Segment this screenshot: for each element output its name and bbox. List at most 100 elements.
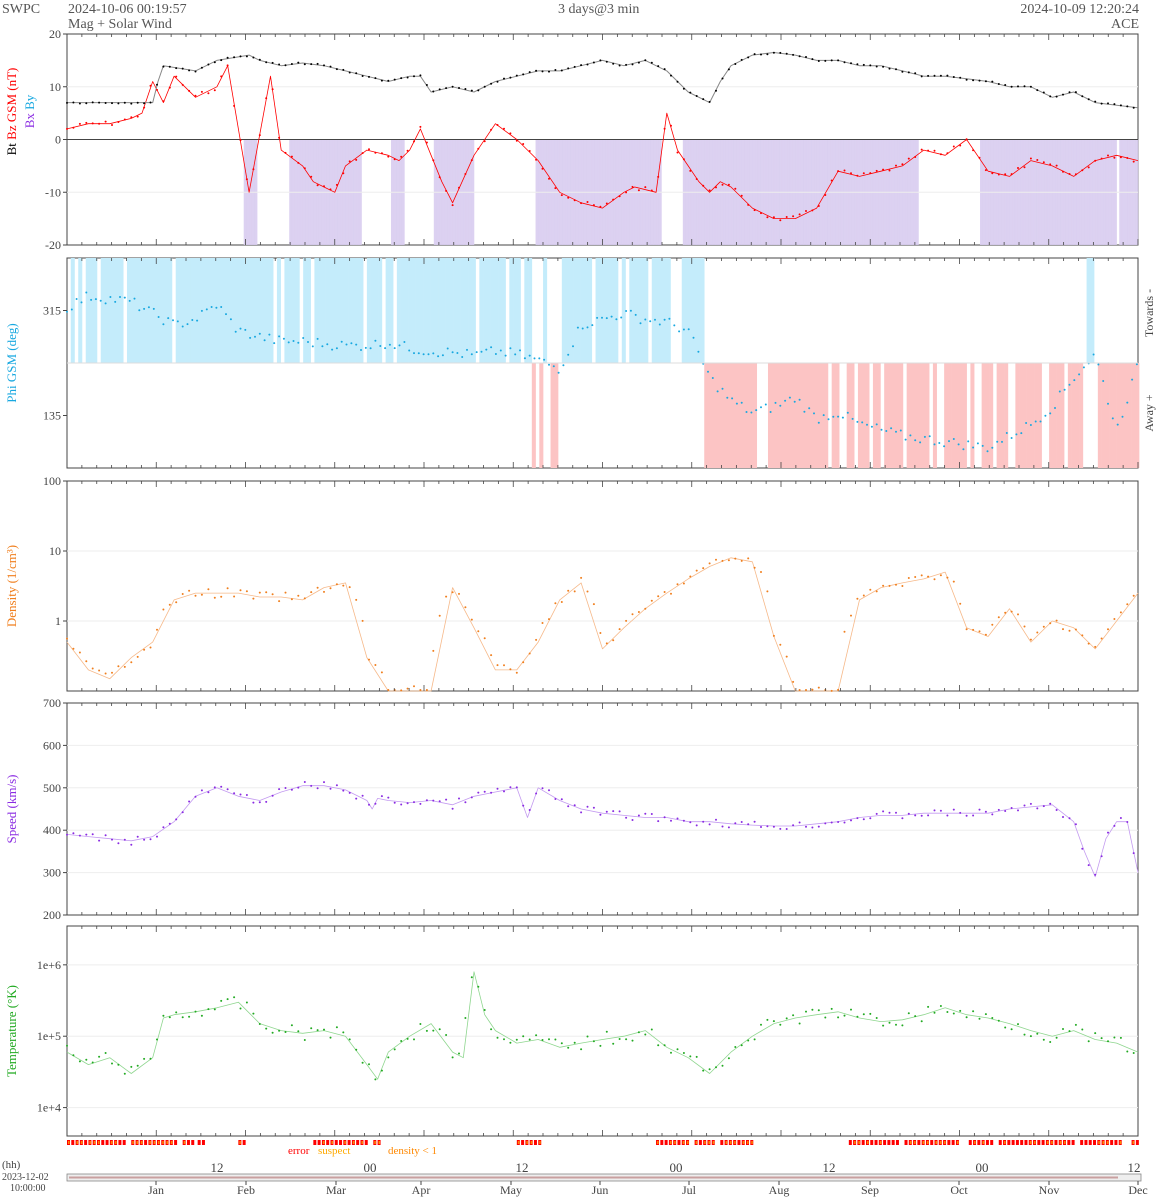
temperature-data-point bbox=[1010, 1028, 1013, 1031]
month-label: Oct bbox=[950, 1183, 968, 1197]
source-label: ACE bbox=[1111, 17, 1139, 32]
flag-error-mark bbox=[1110, 1140, 1114, 1145]
temperature-data-point bbox=[702, 1069, 705, 1072]
flag-density-mark bbox=[1064, 1141, 1066, 1144]
towards-sector-shade bbox=[303, 258, 308, 363]
bt-data-point bbox=[837, 59, 840, 62]
bz-data-point bbox=[252, 168, 255, 171]
phi-data-point bbox=[610, 315, 613, 318]
phi-data-point bbox=[172, 319, 174, 322]
towards-sector-shade bbox=[156, 258, 162, 363]
flag-density-mark bbox=[922, 1141, 925, 1144]
temperature-data-point bbox=[984, 1013, 987, 1016]
phi-data-point bbox=[562, 364, 565, 367]
speed-data-point bbox=[1119, 817, 1122, 819]
phi-data-point bbox=[861, 421, 864, 424]
flag-error-mark bbox=[1037, 1140, 1041, 1145]
bt-data-point bbox=[888, 67, 891, 70]
speed-data-point bbox=[136, 835, 139, 838]
speed-data-point bbox=[1081, 847, 1084, 850]
density-data-point bbox=[1017, 613, 1019, 616]
bz-series-line bbox=[66, 65, 1139, 220]
away-sector-shade bbox=[914, 363, 919, 468]
towards-sector-shade bbox=[685, 258, 690, 363]
x-axis-unit: (hh) bbox=[2, 1159, 21, 1171]
flag-error-mark bbox=[1080, 1140, 1084, 1145]
density-y-tick-label: 10 bbox=[49, 544, 61, 558]
bz-data-point bbox=[355, 158, 358, 161]
towards-sector-shade bbox=[573, 258, 578, 363]
away-sector-shade bbox=[899, 363, 904, 468]
bt-data-point bbox=[496, 80, 499, 83]
towards-sector-shade bbox=[1090, 258, 1095, 363]
speed-data-point bbox=[470, 796, 473, 799]
phi-data-point bbox=[398, 344, 401, 347]
bt-data-point bbox=[978, 79, 981, 82]
density-data-point bbox=[805, 689, 807, 691]
speed-data-point bbox=[695, 824, 698, 827]
density-data-point bbox=[618, 628, 621, 631]
flag-error-mark bbox=[242, 1140, 246, 1145]
phi-data-point bbox=[364, 346, 367, 349]
density-data-point bbox=[644, 607, 647, 610]
away-sector-shade bbox=[550, 363, 555, 468]
mag-bxby-label: Bx By bbox=[22, 94, 37, 128]
speed-data-point bbox=[310, 784, 313, 787]
temperature-data-point bbox=[136, 1064, 139, 1067]
flag-density-mark bbox=[982, 1141, 985, 1144]
flag-error-mark bbox=[904, 1140, 908, 1145]
bt-data-point bbox=[965, 78, 968, 81]
temperature-data-point bbox=[824, 1016, 827, 1019]
flag-error-mark bbox=[334, 1140, 338, 1145]
flag-error-mark bbox=[191, 1140, 195, 1145]
speed-data-point bbox=[239, 793, 242, 796]
density-data-point bbox=[548, 618, 550, 621]
phi-data-point bbox=[644, 318, 647, 321]
bt-data-point bbox=[760, 53, 762, 56]
flag-error-mark bbox=[677, 1140, 681, 1145]
bt-data-point bbox=[811, 58, 814, 61]
density-data-point bbox=[310, 591, 313, 594]
temperature-data-point bbox=[413, 1038, 415, 1041]
away-sector-shade bbox=[876, 363, 881, 468]
speed-data-point bbox=[451, 807, 454, 810]
bz-data-point bbox=[515, 139, 518, 142]
temperature-y-tick-label: 1e+4 bbox=[37, 1101, 61, 1115]
density-data-point bbox=[599, 632, 602, 634]
phi-data-point bbox=[273, 342, 276, 345]
bz-data-point bbox=[284, 151, 287, 154]
phi-data-point bbox=[663, 318, 666, 321]
temperature-data-point bbox=[580, 1048, 583, 1051]
bz-data-point bbox=[162, 100, 165, 103]
bz-data-point bbox=[117, 121, 120, 123]
bt-data-point bbox=[361, 75, 364, 77]
bz-data-point bbox=[104, 120, 107, 123]
density-data-point bbox=[1113, 618, 1116, 620]
speed-data-point bbox=[387, 796, 390, 799]
phi-data-point bbox=[480, 350, 483, 353]
speed-data-point bbox=[618, 810, 621, 813]
bz-data-point bbox=[772, 216, 775, 219]
bz-data-point bbox=[631, 185, 634, 188]
bt-data-point bbox=[1113, 103, 1116, 106]
bt-data-point bbox=[548, 70, 550, 73]
speed-data-point bbox=[1074, 823, 1077, 826]
bz-data-point bbox=[1100, 157, 1103, 160]
bz-data-point bbox=[66, 127, 68, 130]
flag-density-mark bbox=[747, 1141, 749, 1144]
bt-data-point bbox=[715, 89, 717, 92]
temperature-data-point bbox=[438, 1028, 441, 1031]
bt-data-point bbox=[914, 72, 917, 75]
towards-sector-shade bbox=[468, 258, 473, 363]
bz-data-point bbox=[413, 140, 415, 143]
speed-data-point bbox=[252, 801, 255, 804]
flag-density-mark bbox=[704, 1141, 706, 1144]
temperature-data-point bbox=[907, 1012, 910, 1015]
bz-data-point bbox=[123, 118, 126, 121]
flag-error-mark bbox=[998, 1140, 1002, 1145]
density-data-point bbox=[843, 630, 846, 633]
flag-error-mark bbox=[874, 1140, 878, 1145]
speed-data-point bbox=[715, 818, 717, 821]
speed-data-point bbox=[149, 838, 152, 841]
away-sector-label: Away + bbox=[1142, 394, 1156, 432]
